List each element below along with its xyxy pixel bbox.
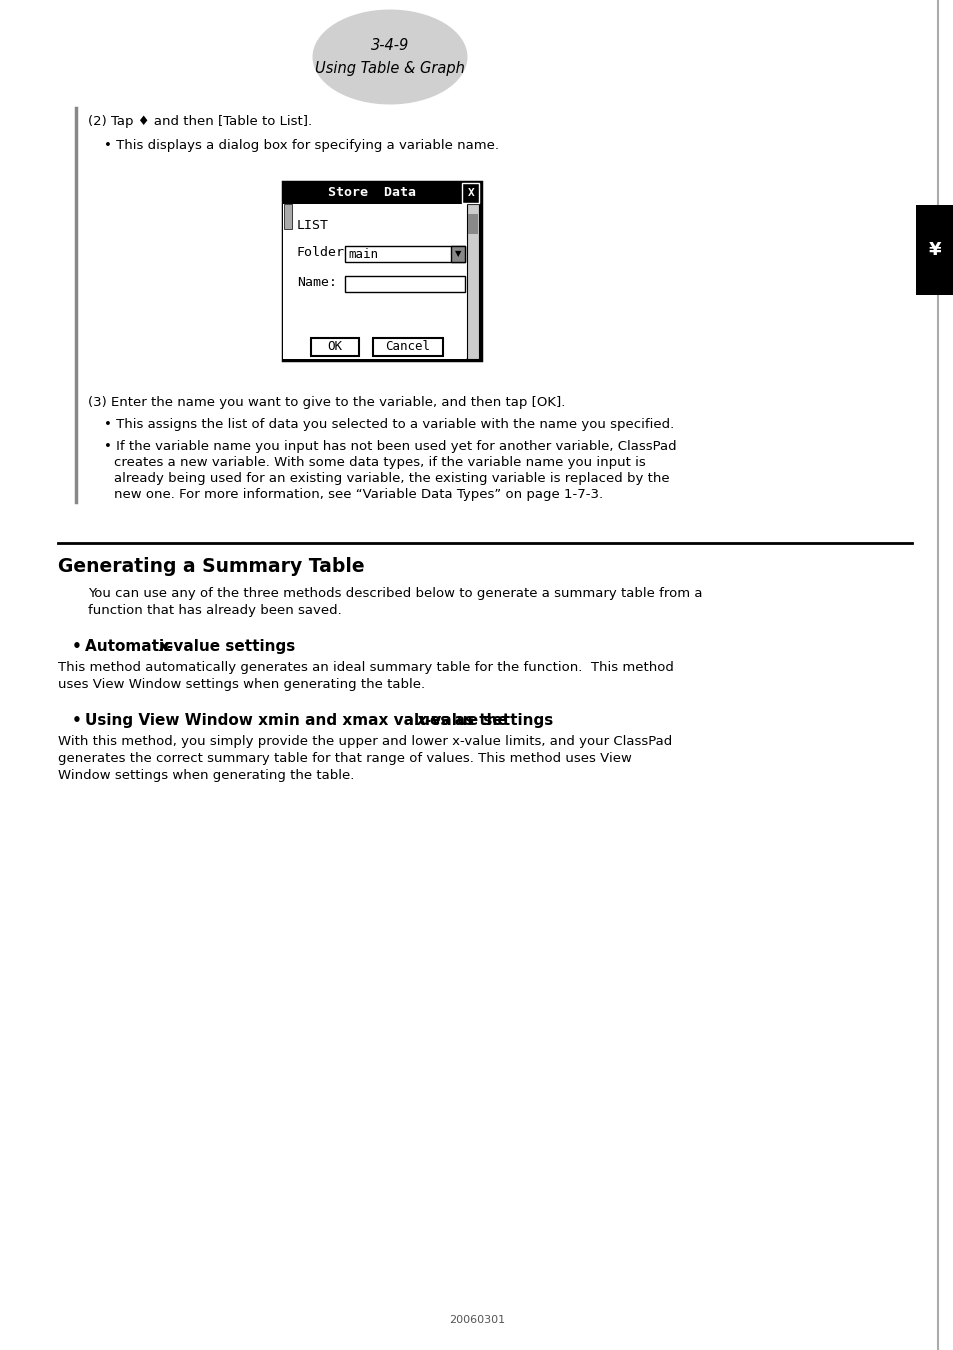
Text: • This assigns the list of data you selected to a variable with the name you spe: • This assigns the list of data you sele… — [104, 418, 674, 431]
Text: function that has already been saved.: function that has already been saved. — [88, 603, 341, 617]
Text: Window settings when generating the table.: Window settings when generating the tabl… — [58, 769, 354, 782]
Bar — [283, 182, 480, 360]
Text: main: main — [348, 247, 377, 261]
Text: • This displays a dialog box for specifying a variable name.: • This displays a dialog box for specify… — [104, 139, 498, 153]
Bar — [915, 205, 953, 296]
Text: • If the variable name you input has not been used yet for another variable, Cla: • If the variable name you input has not… — [104, 440, 676, 454]
Bar — [345, 246, 464, 262]
Text: Cancel: Cancel — [385, 340, 430, 354]
Bar — [284, 204, 292, 230]
Text: generates the correct summary table for that range of values. This method uses V: generates the correct summary table for … — [58, 752, 631, 765]
Bar — [284, 182, 479, 204]
Bar — [451, 246, 464, 262]
Text: 20060301: 20060301 — [449, 1315, 504, 1324]
Text: (2) Tap ♦ and then [Table to List].: (2) Tap ♦ and then [Table to List]. — [88, 115, 312, 128]
Text: creates a new variable. With some data types, if the variable name you input is: creates a new variable. With some data t… — [113, 456, 645, 468]
Bar — [311, 338, 358, 356]
Text: 3-4-9: 3-4-9 — [371, 38, 409, 53]
Bar — [461, 184, 478, 202]
Text: -value settings: -value settings — [167, 639, 294, 653]
Text: Using Table & Graph: Using Table & Graph — [314, 62, 464, 77]
Text: Folder:: Folder: — [296, 246, 353, 259]
Text: This method automatically generates an ideal summary table for the function.  Th: This method automatically generates an i… — [58, 662, 673, 674]
Text: Generating a Summary Table: Generating a Summary Table — [58, 558, 364, 576]
Text: With this method, you simply provide the upper and lower x-value limits, and you: With this method, you simply provide the… — [58, 734, 672, 748]
Text: x: x — [416, 713, 426, 728]
Bar — [345, 275, 464, 292]
Text: Automatic: Automatic — [85, 639, 178, 653]
Text: ¥: ¥ — [927, 242, 941, 259]
Text: Name:: Name: — [296, 275, 336, 289]
Text: OK: OK — [327, 340, 342, 354]
Text: x: x — [159, 639, 169, 653]
Text: ▼: ▼ — [455, 250, 460, 258]
Text: •: • — [71, 713, 82, 728]
Text: new one. For more information, see “Variable Data Types” on page 1-7-3.: new one. For more information, see “Vari… — [113, 487, 602, 501]
Bar — [467, 204, 478, 359]
Bar — [283, 204, 465, 359]
Text: Store  Data: Store Data — [328, 186, 416, 200]
Text: already being used for an existing variable, the existing variable is replaced b: already being used for an existing varia… — [113, 472, 669, 485]
Ellipse shape — [313, 9, 467, 104]
Bar — [373, 338, 442, 356]
Text: X: X — [467, 188, 474, 198]
Text: Using View Window xmin and xmax values as the: Using View Window xmin and xmax values a… — [85, 713, 513, 728]
Text: LIST: LIST — [296, 219, 329, 232]
Text: •: • — [71, 639, 82, 653]
Text: -value settings: -value settings — [424, 713, 553, 728]
Text: (3) Enter the name you want to give to the variable, and then tap [OK].: (3) Enter the name you want to give to t… — [88, 396, 565, 409]
Text: You can use any of the three methods described below to generate a summary table: You can use any of the three methods des… — [88, 587, 701, 599]
Text: uses View Window settings when generating the table.: uses View Window settings when generatin… — [58, 678, 425, 691]
Bar — [468, 215, 477, 234]
